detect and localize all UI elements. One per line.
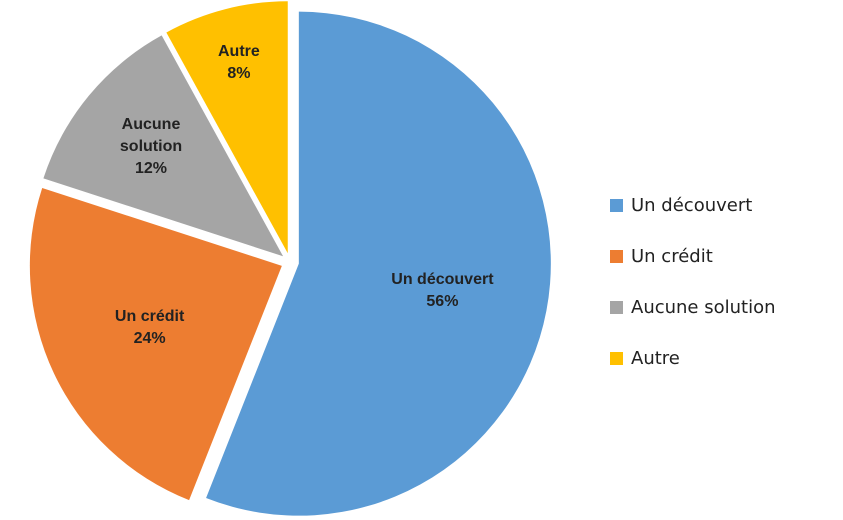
legend-label: Un découvert [631, 195, 753, 216]
slice-value: 56% [426, 293, 459, 311]
slice-category: Autre [217, 42, 260, 60]
slice-category: Un découvert [391, 271, 494, 289]
pie-slice [166, 1, 288, 254]
slice-label: Autre 8% [199, 41, 279, 85]
slice-category: Un crédit [114, 308, 185, 326]
pie-slice [206, 11, 551, 516]
legend-label: Un crédit [631, 246, 713, 267]
legend-label: Autre [631, 348, 680, 369]
legend-swatch [610, 199, 623, 212]
legend-label: Aucune solution [631, 297, 776, 318]
legend-entry: Un découvert [610, 195, 752, 216]
legend-entry: Un crédit [610, 246, 713, 267]
legend-entry: Aucune solution [610, 297, 776, 318]
pie-slice [43, 35, 284, 257]
legend-entry: Autre [610, 348, 680, 369]
legend-swatch [610, 250, 623, 263]
legend-swatch [610, 352, 623, 365]
slice-category: Aucune solution [119, 116, 183, 156]
slice-label: Un découvert 56% [367, 269, 517, 313]
legend-swatch [610, 301, 623, 314]
pie-slice [29, 187, 282, 501]
slice-value: 24% [133, 330, 166, 348]
slice-label: Aucune solution 12% [101, 114, 201, 180]
slice-value: 8% [227, 64, 251, 82]
slice-value: 12% [135, 160, 168, 178]
slice-label: Un crédit 24% [75, 306, 225, 350]
